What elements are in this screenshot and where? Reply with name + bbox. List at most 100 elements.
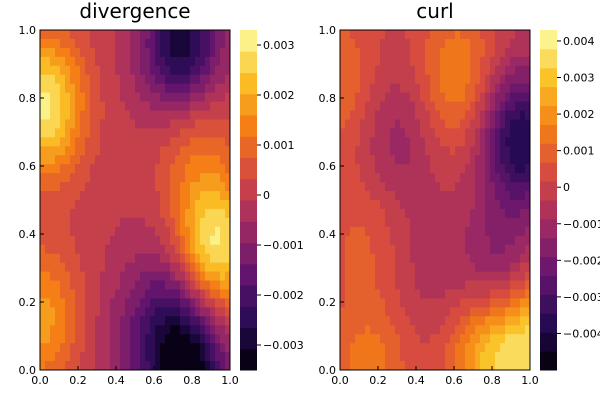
heatmap-cell — [145, 352, 151, 362]
heatmap-cell — [190, 361, 196, 371]
heatmap-cell — [125, 102, 131, 112]
heatmap-cell — [155, 316, 161, 326]
heatmap-cell — [190, 343, 196, 353]
heatmap-cell — [210, 316, 216, 326]
heatmap-cell — [170, 30, 176, 40]
heatmap-cell — [415, 272, 421, 282]
heatmap-cell — [395, 209, 401, 219]
heatmap-cell — [385, 272, 391, 282]
heatmap-cell — [55, 343, 61, 353]
heatmap-cell — [440, 84, 446, 94]
heatmap-cell — [40, 84, 46, 94]
heatmap-cell — [415, 263, 421, 273]
heatmap-cell — [485, 307, 491, 317]
heatmap-cell — [215, 281, 221, 291]
heatmap-cell — [155, 119, 161, 129]
heatmap-cell — [120, 48, 126, 58]
heatmap-cell — [110, 254, 116, 264]
heatmap-cell — [370, 281, 376, 291]
heatmap-cell — [180, 289, 186, 299]
heatmap-cell — [210, 334, 216, 344]
heatmap-cell — [80, 30, 86, 40]
heatmap-cell — [435, 343, 441, 353]
heatmap-cell — [515, 75, 521, 85]
heatmap-cell — [430, 272, 436, 282]
heatmap-cell — [90, 352, 96, 362]
heatmap-cell — [345, 298, 351, 308]
heatmap-cell — [70, 111, 76, 121]
heatmap-cell — [370, 191, 376, 201]
heatmap-cell — [460, 128, 466, 138]
heatmap-cell — [440, 236, 446, 246]
heatmap-cell — [115, 218, 121, 228]
heatmap-cell — [85, 316, 91, 326]
heatmap-cell — [405, 182, 411, 192]
heatmap-cell — [75, 200, 81, 210]
heatmap-cell — [495, 343, 501, 353]
heatmap-cell — [150, 316, 156, 326]
heatmap-cell — [120, 209, 126, 219]
heatmap-cell — [85, 254, 91, 264]
heatmap-cell — [385, 352, 391, 362]
heatmap-cell — [470, 236, 476, 246]
heatmap-cell — [55, 128, 61, 138]
heatmap-cell — [65, 334, 71, 344]
heatmap-cell — [55, 245, 61, 255]
heatmap-cell — [175, 155, 181, 165]
heatmap-cell — [435, 128, 441, 138]
heatmap-cell — [340, 48, 346, 58]
heatmap-cell — [510, 111, 516, 121]
heatmap-cell — [180, 298, 186, 308]
heatmap-cell — [185, 254, 191, 264]
heatmap-cell — [150, 236, 156, 246]
heatmap-cell — [45, 209, 51, 219]
y-tick-label: 0.6 — [319, 160, 337, 173]
colorbar-segment — [540, 351, 557, 370]
heatmap-cell — [90, 200, 96, 210]
heatmap-cell — [400, 227, 406, 237]
heatmap-cell — [490, 84, 496, 94]
heatmap-cell — [150, 182, 156, 192]
heatmap-cell — [475, 30, 481, 40]
heatmap-cell — [500, 263, 506, 273]
heatmap-cell — [100, 307, 106, 317]
heatmap-cell — [60, 245, 66, 255]
heatmap-cell — [95, 111, 101, 121]
heatmap-cell — [375, 191, 381, 201]
heatmap-cell — [340, 128, 346, 138]
heatmap-cell — [90, 93, 96, 103]
heatmap-cell — [510, 316, 516, 326]
heatmap-cell — [135, 155, 141, 165]
heatmap-cell — [420, 164, 426, 174]
heatmap-cell — [465, 137, 471, 147]
heatmap-cell — [145, 227, 151, 237]
heatmap-cell — [160, 307, 166, 317]
heatmap-cell — [165, 102, 171, 112]
heatmap-cell — [155, 57, 161, 67]
heatmap-cell — [65, 316, 71, 326]
heatmap-cell — [440, 93, 446, 103]
heatmap-cell — [500, 48, 506, 58]
heatmap-cell — [65, 57, 71, 67]
heatmap-cell — [200, 93, 206, 103]
heatmap-cell — [40, 343, 46, 353]
heatmap-cell — [440, 200, 446, 210]
heatmap-cell — [470, 227, 476, 237]
heatmap-cell — [150, 93, 156, 103]
heatmap-cell — [95, 66, 101, 76]
heatmap-cell — [140, 289, 146, 299]
heatmap-cell — [105, 146, 111, 156]
heatmap-cell — [490, 200, 496, 210]
heatmap-cell — [55, 75, 61, 85]
heatmap-cell — [360, 316, 366, 326]
heatmap-cell — [440, 39, 446, 49]
heatmap-cell — [510, 307, 516, 317]
heatmap-cell — [220, 155, 226, 165]
heatmap-cell — [95, 39, 101, 49]
heatmap-cell — [405, 289, 411, 299]
heatmap-cell — [160, 361, 166, 371]
heatmap-cell — [120, 128, 126, 138]
heatmap-cell — [355, 236, 361, 246]
heatmap-cell — [400, 30, 406, 40]
heatmap-cell — [105, 173, 111, 183]
